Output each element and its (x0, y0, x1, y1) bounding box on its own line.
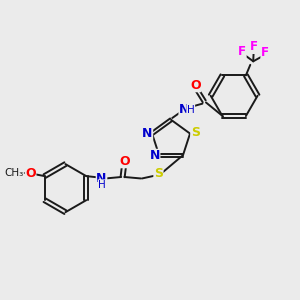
Text: H: H (187, 104, 195, 115)
Text: H: H (98, 180, 106, 190)
Text: S: S (191, 126, 200, 139)
Text: O: O (119, 154, 130, 168)
Text: CH₃: CH₃ (4, 168, 23, 178)
Text: N: N (142, 127, 153, 140)
Text: N: N (179, 103, 189, 116)
Text: F: F (238, 44, 246, 58)
Text: N: N (96, 172, 107, 185)
Text: N: N (149, 149, 160, 162)
Text: F: F (250, 40, 258, 53)
Text: O: O (25, 167, 36, 180)
Text: S: S (154, 167, 163, 180)
Text: F: F (261, 46, 269, 59)
Text: O: O (190, 79, 201, 92)
